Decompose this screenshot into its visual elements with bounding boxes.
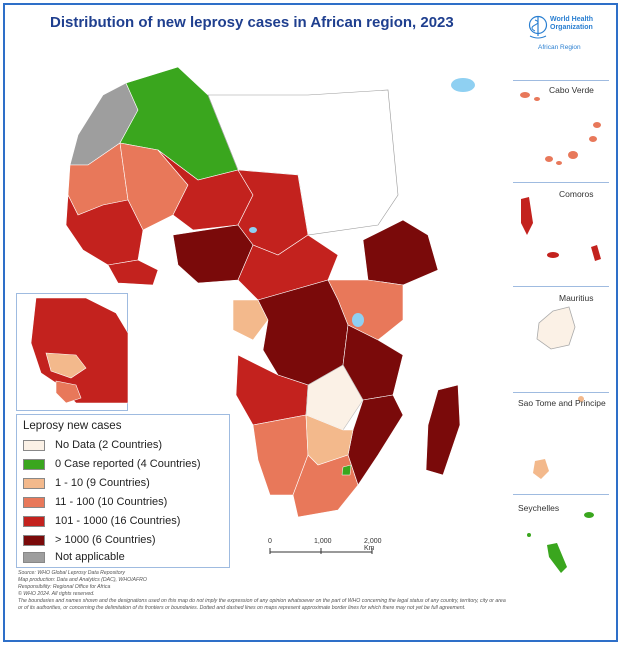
country-south-africa	[292, 454, 359, 518]
lake-victoria	[352, 313, 364, 327]
legend-swatch	[23, 458, 45, 470]
inset-label: Comoros	[559, 189, 594, 199]
footer-line: Responsibility: Regional Office for Afri…	[18, 584, 111, 590]
inset-label: Mauritius	[559, 293, 594, 303]
legend-item: 11 - 100 (10 Countries)	[23, 496, 167, 508]
legend-label: 1 - 10 (9 Countries)	[55, 477, 150, 489]
legend-item: Not applicable	[23, 551, 125, 563]
inset-sao-tome-map	[533, 396, 584, 479]
inset-cabo-verde: Cabo Verde	[513, 80, 609, 179]
map-title: Distribution of new leprosy cases in Afr…	[50, 14, 454, 31]
inset-mauritius-map	[536, 306, 576, 350]
footer-line: The boundaries and names shown and the d…	[18, 598, 506, 604]
legend-label: No Data (2 Countries)	[55, 439, 162, 451]
legend-label: 11 - 100 (10 Countries)	[55, 496, 168, 508]
legend-label: 101 - 1000 (16 Countries)	[55, 515, 181, 527]
legend-swatch	[23, 534, 45, 546]
region-west-coast	[65, 193, 144, 266]
country-madagascar	[425, 384, 461, 476]
footer-line: or of its authorities, or concerning the…	[18, 605, 466, 611]
inset-comoros-map	[521, 197, 601, 261]
footer-line: Source: WHO Global Leprosy Data Reposito…	[18, 570, 125, 576]
legend-swatch	[23, 515, 45, 527]
who-logo: World Health Organization African Region	[528, 14, 614, 56]
scale-bar: 0 1,000 2,000 Km	[268, 538, 388, 565]
who-emblem-icon	[528, 15, 548, 39]
legend-label: 0 Case reported (4 Countries)	[55, 458, 201, 470]
inset-seychelles-map	[527, 512, 594, 573]
scale-label-end: 2,000 Km	[364, 538, 382, 552]
scale-label-mid: 1,000	[314, 538, 332, 545]
who-line1: World Health	[550, 16, 594, 23]
legend-label: > 1000 (6 Countries)	[55, 534, 156, 546]
inset-label: Seychelles	[518, 503, 560, 513]
legend-item: 1 - 10 (9 Countries)	[23, 477, 150, 489]
who-region: African Region	[538, 44, 581, 51]
west-africa-inset	[16, 293, 128, 411]
scale-label-zero: 0	[268, 538, 272, 545]
inset-label: Sao Tome and Principe	[518, 398, 606, 408]
legend-swatch	[23, 439, 45, 451]
inset-mauritius: Mauritius	[513, 286, 609, 391]
scale-bar-graphic	[269, 548, 373, 554]
legend-swatch	[23, 551, 45, 563]
map-footer: Source: WHO Global Leprosy Data Reposito…	[18, 570, 598, 612]
footer-line: © WHO 2024. All rights reserved.	[18, 591, 95, 597]
legend-swatch	[23, 477, 45, 489]
legend-label: Not applicable	[55, 551, 125, 563]
legend-item: No Data (2 Countries)	[23, 439, 162, 451]
legend-item: > 1000 (6 Countries)	[23, 534, 156, 546]
inset-seychelles: Seychelles	[513, 494, 609, 595]
legend-swatch	[23, 496, 45, 508]
legend-item: 0 Case reported (4 Countries)	[23, 458, 201, 470]
footer-line: Map production: Data and Analytics (DAC)…	[18, 577, 147, 583]
country-gabon	[232, 299, 269, 341]
inset-comoros: Comoros	[513, 182, 609, 283]
inset-cabo-verde-map	[520, 92, 601, 165]
africa-map	[8, 55, 518, 525]
map-legend: Leprosy new cases No Data (2 Countries) …	[16, 414, 230, 568]
legend-item: 101 - 1000 (16 Countries)	[23, 515, 180, 527]
inset-sao-tome: Sao Tome and Principe	[513, 392, 609, 491]
who-line2: Organization	[550, 24, 593, 31]
who-name: World Health Organization	[550, 16, 593, 32]
legend-title: Leprosy new cases	[23, 420, 122, 432]
country-zambia	[305, 364, 364, 431]
inset-label: Cabo Verde	[549, 85, 594, 95]
